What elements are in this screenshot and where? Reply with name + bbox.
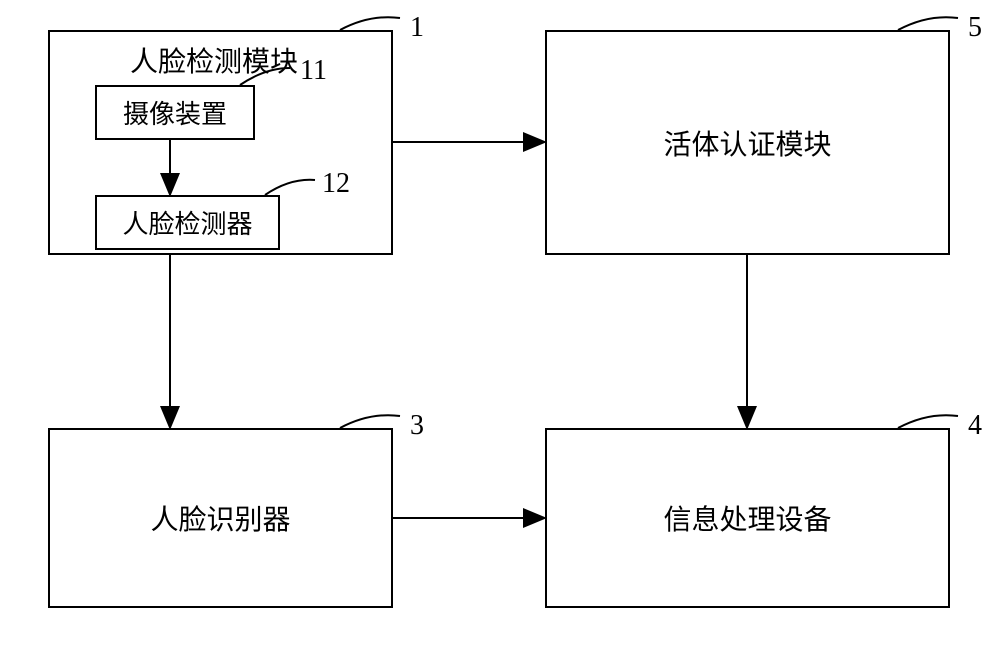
info-processing-device-label: 信息处理设备 — [663, 498, 831, 538]
ref-11: 11 — [300, 55, 327, 87]
face-detector-box: 人脸检测器 — [95, 195, 280, 250]
ref-4: 4 — [968, 410, 982, 442]
ref-3: 3 — [410, 410, 424, 442]
leader-1 — [340, 17, 400, 30]
liveness-auth-module-box: 活体认证模块 — [545, 30, 950, 255]
ref-5: 5 — [968, 12, 982, 44]
camera-device-label: 摄像装置 — [123, 94, 227, 131]
liveness-auth-module-label: 活体认证模块 — [663, 123, 831, 163]
camera-device-box: 摄像装置 — [95, 85, 255, 140]
leader-5 — [898, 17, 958, 30]
face-recognizer-label: 人脸识别器 — [150, 498, 290, 538]
face-recognizer-box: 人脸识别器 — [48, 428, 393, 608]
ref-1: 1 — [410, 12, 424, 44]
leader-3 — [340, 415, 400, 428]
face-detector-label: 人脸检测器 — [122, 204, 252, 241]
leader-4 — [898, 415, 958, 428]
info-processing-device-box: 信息处理设备 — [545, 428, 950, 608]
face-detection-module-title: 人脸检测模块 — [130, 40, 298, 80]
ref-12: 12 — [322, 168, 350, 200]
